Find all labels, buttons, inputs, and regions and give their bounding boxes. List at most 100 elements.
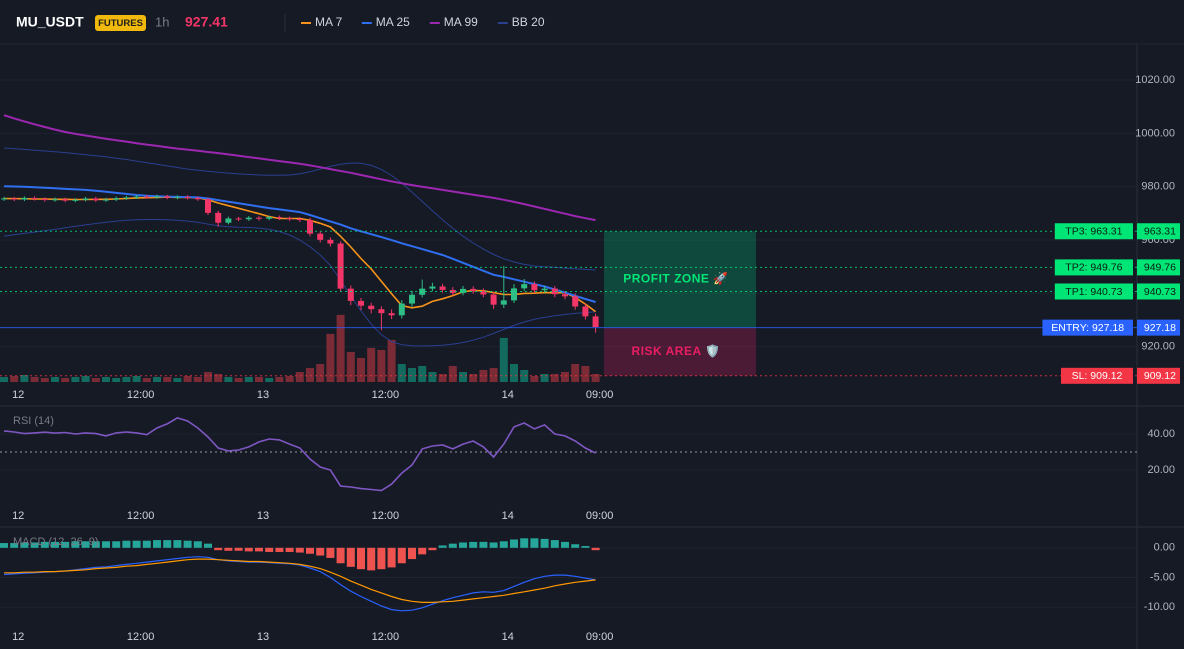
macd-histogram-bar	[306, 547, 314, 554]
macd-histogram-bar	[214, 547, 223, 551]
candle-body	[245, 217, 252, 220]
symbol: MU_USDT	[16, 14, 84, 30]
x-tick-label: 12	[12, 389, 24, 401]
moving-average	[3, 114, 596, 222]
x-tick-label: 09:00	[586, 510, 614, 522]
volume-bar	[459, 371, 467, 382]
candle-body	[123, 197, 130, 199]
volume-bar	[81, 375, 90, 382]
macd-histogram-bar	[336, 547, 345, 564]
macd-histogram-bar	[142, 540, 151, 548]
candle-body	[225, 218, 232, 223]
candle-body	[62, 199, 69, 201]
x-tick-label: 12:00	[372, 389, 400, 401]
volume-bar	[51, 376, 59, 382]
macd-histogram-bar	[295, 547, 304, 553]
candle-body	[286, 218, 293, 220]
candle-body	[541, 288, 548, 291]
level-tag	[1054, 259, 1133, 276]
macd-histogram-bar	[71, 541, 80, 548]
macd-histogram-bar	[387, 547, 396, 568]
candle-body	[358, 300, 364, 306]
volume-bar	[591, 373, 600, 382]
badge-text: FUTURES	[98, 18, 143, 29]
volume-bar	[357, 357, 365, 382]
volume-bar	[469, 373, 478, 382]
macd-histogram-bar	[530, 538, 539, 548]
y-tick-label: -10.00	[1144, 601, 1175, 613]
candle-body	[592, 316, 599, 328]
macd-histogram-bar	[91, 541, 100, 548]
volume-bar	[448, 365, 457, 382]
interval: 1h	[155, 14, 169, 29]
candle-body	[52, 199, 58, 201]
volume-bar	[428, 371, 437, 382]
macd-histogram-bar	[153, 540, 161, 548]
x-tick-label: 12:00	[127, 389, 155, 401]
candle-body	[551, 288, 558, 295]
volume-bar	[244, 376, 253, 382]
macd-histogram-bar	[234, 547, 243, 551]
macd-histogram-bar	[173, 540, 182, 548]
volume-bar	[183, 375, 192, 382]
volume-bar	[550, 373, 559, 382]
macd-histogram-bar	[346, 547, 355, 567]
volume-bar	[510, 363, 518, 382]
macd-histogram-bar	[255, 547, 263, 552]
candle-body	[531, 284, 538, 291]
rsi-line	[3, 417, 596, 492]
macd-histogram-bar	[438, 545, 447, 548]
volume-bar	[10, 375, 19, 382]
pane-title: RSI (14)	[13, 415, 54, 427]
macd-histogram-bar	[377, 547, 386, 570]
macd-line	[4, 558, 596, 603]
macd-histogram-bar	[326, 547, 335, 558]
x-tick-label: 14	[502, 389, 514, 401]
macd-histogram-bar	[244, 547, 253, 552]
volume-bar	[153, 376, 161, 382]
level-tag	[1054, 283, 1133, 300]
macd-histogram-bar	[112, 541, 121, 548]
volume-bar	[479, 369, 488, 382]
macd-histogram-bar	[397, 547, 406, 564]
trade-zone	[604, 231, 756, 328]
candle-body	[500, 300, 507, 305]
macd-histogram-bar	[357, 547, 365, 570]
candle-body	[164, 196, 171, 198]
price-tag-label: 909.12	[1144, 370, 1176, 382]
volume-bar	[40, 377, 49, 382]
macd-histogram-bar	[163, 540, 172, 548]
macd-histogram-bar	[540, 538, 549, 548]
volume-bar	[520, 369, 529, 382]
candle-body	[480, 291, 487, 295]
candle-body	[419, 288, 426, 295]
volume-bar	[306, 367, 314, 382]
candle-body	[398, 303, 405, 316]
candle-body	[582, 306, 589, 317]
volume-bar	[132, 375, 141, 382]
volume-bar	[316, 363, 325, 382]
candle-body	[194, 197, 201, 200]
bollinger-band	[3, 219, 596, 347]
volume-bar	[581, 365, 590, 382]
level-tag-label: TP3: 963.31	[1065, 226, 1122, 238]
candle-body	[72, 199, 79, 201]
y-tick-label: 20.00	[1147, 464, 1175, 476]
volume-bar	[326, 333, 335, 382]
candle-body	[256, 217, 262, 219]
volume-bar	[530, 375, 539, 382]
candle-body	[378, 309, 385, 314]
candle-body	[490, 294, 497, 305]
volume-bar	[71, 376, 80, 382]
candle-body	[1, 198, 7, 200]
volume-bar	[377, 349, 386, 382]
macd-histogram-bar	[459, 542, 467, 548]
macd-histogram-bar	[561, 541, 569, 548]
volume-bar	[275, 376, 284, 382]
macd-histogram-bar	[520, 538, 529, 548]
candle-body	[154, 196, 160, 198]
candle-body	[296, 219, 303, 221]
volume-bar	[91, 377, 100, 382]
candle-body	[511, 288, 517, 301]
volume-bar	[540, 373, 549, 382]
